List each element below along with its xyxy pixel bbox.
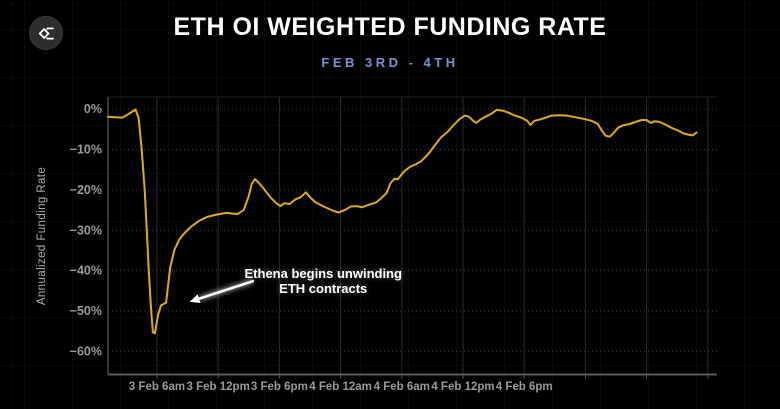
x-tick-label: 4 Feb 12am xyxy=(309,381,372,393)
funding-rate-line xyxy=(107,108,698,335)
annotation-line-1: Ethena begins unwinding xyxy=(244,265,402,281)
x-tick-label: 4 Feb 6am xyxy=(374,381,430,393)
arrow-shaft xyxy=(197,279,255,300)
x-tick-label: 3 Feb 6pm xyxy=(251,381,308,393)
gridlines-layer xyxy=(108,97,717,375)
annotation-arrow xyxy=(189,278,255,303)
sigma-logo-icon xyxy=(38,27,54,39)
y-tick-label: −10% xyxy=(70,143,102,157)
y-tick-label: 0% xyxy=(84,102,102,116)
x-tick-label: 4 Feb 6pm xyxy=(496,381,553,393)
arrow-head xyxy=(189,294,201,303)
y-tick-label: −60% xyxy=(70,344,102,358)
page-title: ETH OI WEIGHTED FUNDING RATE xyxy=(173,13,607,41)
page-subtitle: FEB 3RD - 4TH xyxy=(321,55,459,70)
y-tick-label: −50% xyxy=(70,304,102,318)
y-tick-label: −20% xyxy=(70,183,102,197)
x-tick-label: 4 Feb 12pm xyxy=(431,381,494,393)
annotation-label: Ethena begins unwinding ETH contracts xyxy=(243,266,403,296)
y-tick-label: −40% xyxy=(70,264,102,278)
x-tick-label: 3 Feb 6am xyxy=(129,381,185,393)
annotation-line-2: ETH contracts xyxy=(279,280,368,296)
brand-logo-badge xyxy=(29,16,63,50)
series-layer xyxy=(107,108,698,335)
x-tick-label: 3 Feb 12pm xyxy=(187,381,250,393)
axes-layer: 0%−10%−20%−30%−40%−50%−60%3 Feb 6am 3 Feb… xyxy=(70,96,717,393)
y-tick-label: −30% xyxy=(70,223,102,237)
